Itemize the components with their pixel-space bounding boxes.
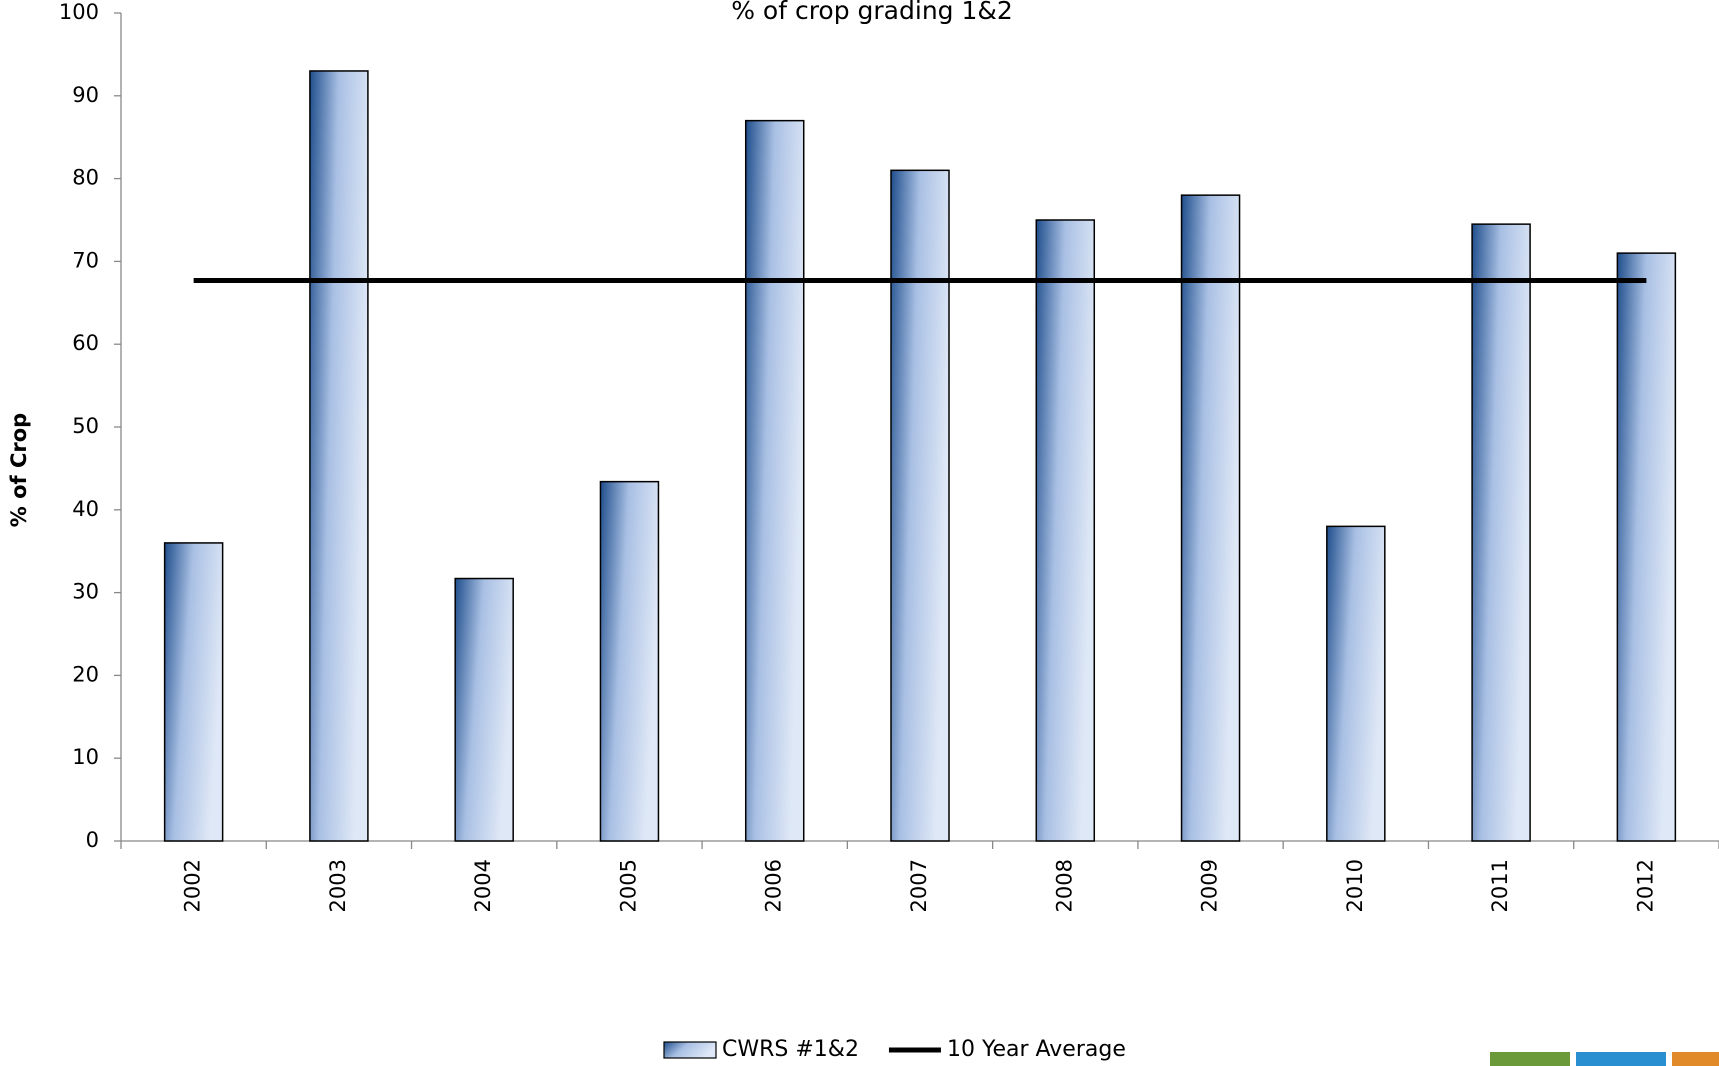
legend-label: CWRS #1&2 <box>722 1037 859 1062</box>
y-tick-label: 70 <box>72 248 99 272</box>
y-tick-label: 100 <box>59 0 99 24</box>
x-tick-label: 2006 <box>762 859 786 912</box>
y-tick-label: 0 <box>86 828 99 852</box>
bar <box>599 480 660 842</box>
y-tick-label: 50 <box>72 414 99 438</box>
bar <box>1326 525 1386 842</box>
x-tick-label: 2005 <box>616 859 640 912</box>
x-tick-label: 2004 <box>471 859 495 912</box>
y-tick-label: 90 <box>72 83 99 107</box>
bar <box>890 169 950 842</box>
x-tick-label: 2003 <box>326 859 350 912</box>
bar <box>1035 219 1096 842</box>
y-tick-label: 10 <box>72 745 99 769</box>
chart-title: % of crop grading 1&2 <box>731 0 1013 25</box>
y-tick-label: 30 <box>72 580 99 604</box>
bar <box>744 119 805 842</box>
bar <box>1616 252 1677 842</box>
bar <box>309 70 369 842</box>
bar <box>163 542 224 842</box>
x-tick-label: 2012 <box>1633 859 1657 912</box>
legend-label: 10 Year Average <box>947 1037 1126 1062</box>
x-tick-label: 2007 <box>907 859 931 912</box>
x-tick-label: 2011 <box>1488 859 1512 912</box>
y-tick-label: 60 <box>72 331 99 355</box>
x-tick-label: 2008 <box>1052 859 1076 912</box>
bar <box>454 577 514 842</box>
legend-swatch <box>663 1041 717 1059</box>
x-tick-label: 2010 <box>1343 859 1367 912</box>
y-tick-label: 80 <box>72 166 99 190</box>
x-tick-label: 2002 <box>181 859 205 912</box>
x-tick-label: 2009 <box>1198 859 1222 912</box>
y-tick-label: 20 <box>72 662 99 686</box>
y-axis-label: % of Crop <box>7 413 31 527</box>
bar <box>1180 194 1241 842</box>
logo <box>1490 1052 1719 1066</box>
bar <box>1471 223 1531 842</box>
y-tick-label: 40 <box>72 497 99 521</box>
